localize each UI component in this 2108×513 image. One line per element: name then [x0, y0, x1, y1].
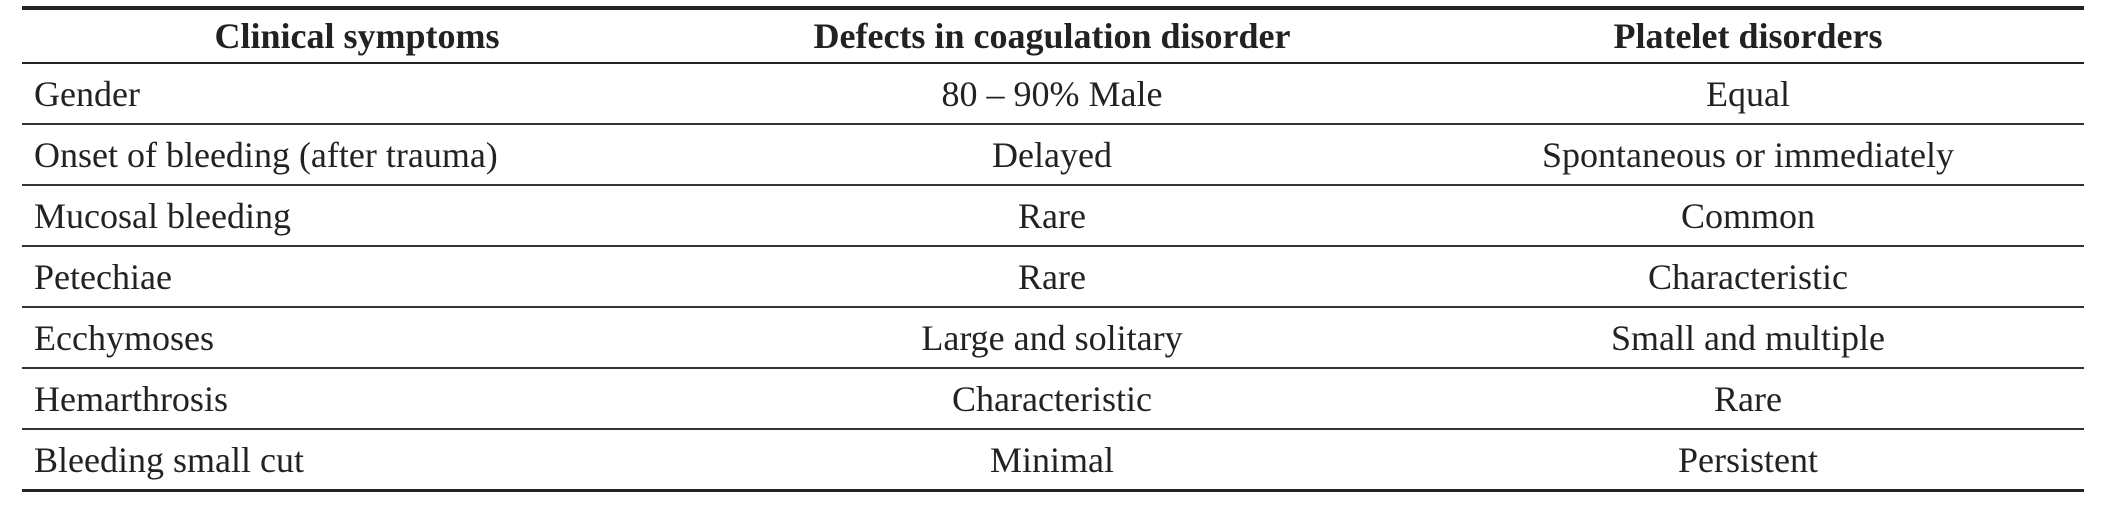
table-cell: Bleeding small cut: [22, 429, 692, 492]
table-cell: Rare: [1412, 368, 2084, 430]
table-row: Petechiae Rare Characteristic: [22, 246, 2084, 308]
table-row: Onset of bleeding (after trauma) Delayed S…: [22, 124, 2084, 186]
table-row: Mucosal bleeding Rare Common: [22, 185, 2084, 247]
table-cell: Delayed: [692, 124, 1412, 186]
table-cell: Ecchymoses: [22, 307, 692, 369]
table-cell: Rare: [692, 185, 1412, 247]
table-row: Ecchymoses Large and solitary Small and mu…: [22, 307, 2084, 369]
header-cell: Defects in coagulation disorder: [692, 6, 1412, 64]
table-cell: Common: [1412, 185, 2084, 247]
table-cell: Equal: [1412, 63, 2084, 125]
table-row: Gender 80 – 90% Male Equal: [22, 63, 2084, 125]
table-cell: Characteristic: [692, 368, 1412, 430]
table-row: Hemarthrosis Characteristic Rare: [22, 368, 2084, 430]
table-row: Bleeding small cut Minimal Persistent: [22, 429, 2084, 492]
table-cell: Spontaneous or immediately: [1412, 124, 2084, 186]
table-cell: Mucosal bleeding: [22, 185, 692, 247]
table-cell: Gender: [22, 63, 692, 125]
table-cell: 80 – 90% Male: [692, 63, 1412, 125]
table-body: Gender 80 – 90% Male Equal Onset of bleedin…: [22, 63, 2084, 492]
table-cell: Characteristic: [1412, 246, 2084, 308]
header-row: Clinical symptoms Defects in coagulation …: [22, 6, 2084, 64]
table-cell: Large and solitary: [692, 307, 1412, 369]
comparison-table: Clinical symptoms Defects in coagulation …: [22, 6, 2084, 492]
header-cell: Platelet disorders: [1412, 6, 2084, 64]
header-cell: Clinical symptoms: [22, 6, 692, 64]
table-cell: Small and multiple: [1412, 307, 2084, 369]
table-cell: Minimal: [692, 429, 1412, 492]
table-cell: Petechiae: [22, 246, 692, 308]
table-cell: Persistent: [1412, 429, 2084, 492]
table-cell: Hemarthrosis: [22, 368, 692, 430]
table-cell: Rare: [692, 246, 1412, 308]
table-cell: Onset of bleeding (after trauma): [22, 124, 692, 186]
